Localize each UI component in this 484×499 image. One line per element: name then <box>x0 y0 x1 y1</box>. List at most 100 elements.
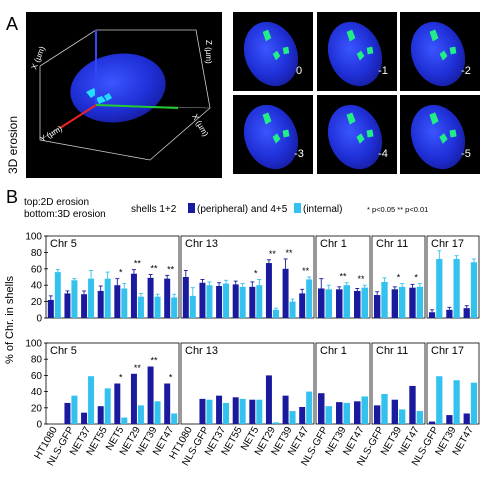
significance-marker: ** <box>151 355 159 365</box>
bar-peripheral <box>354 290 361 318</box>
bar-internal <box>306 279 313 318</box>
erosion-step-label: -5 <box>461 148 471 160</box>
bar-peripheral <box>199 282 206 318</box>
facet-frame <box>45 342 180 425</box>
bar-internal <box>171 413 178 424</box>
chromosome-foci <box>262 29 290 61</box>
bar-internal <box>289 411 296 424</box>
significance-marker: * <box>254 268 258 278</box>
bar-peripheral <box>130 373 137 424</box>
bar-peripheral <box>199 398 206 424</box>
chromosome-foci <box>429 112 457 144</box>
bar-internal <box>416 286 424 318</box>
nucleus-image <box>410 104 466 170</box>
bar-peripheral <box>299 406 306 424</box>
facet-frame <box>315 342 371 425</box>
bar-peripheral <box>232 397 239 424</box>
bar-internal <box>71 395 78 424</box>
bar-peripheral <box>446 415 453 424</box>
erosion-tile: -2 <box>400 12 480 91</box>
significance-note: * p<0.05 ** p<0.01 <box>367 205 428 214</box>
nucleus-image <box>243 21 299 87</box>
bar-peripheral <box>114 285 121 318</box>
bar-internal <box>256 285 263 318</box>
facet-title: Chr 1 <box>320 345 347 357</box>
erosion-tile: -4 <box>317 95 397 174</box>
bar-internal <box>189 295 196 318</box>
y-tick-label: 20 <box>31 403 43 414</box>
bar-peripheral <box>446 309 453 318</box>
bar-peripheral <box>216 286 223 318</box>
panel-b-label: B <box>6 187 18 207</box>
bar-peripheral <box>336 402 343 424</box>
bar-internal <box>154 401 161 424</box>
facet-chr-11: Chr 11 * * <box>371 235 426 319</box>
bar-internal <box>436 258 443 318</box>
erosion-step-label: -4 <box>378 148 388 160</box>
bar-internal <box>137 296 144 318</box>
facet-chr-13: Chr 13HT1080NLS-GFPNET37NET55NET5NET29NE… <box>168 342 315 468</box>
bar-internal <box>88 376 95 424</box>
bar-internal <box>104 388 111 424</box>
significance-marker: * <box>414 273 418 283</box>
y-tick-label: 0 <box>36 314 42 325</box>
bar-peripheral <box>232 284 239 318</box>
facet-title: Chr 11 <box>376 238 408 250</box>
bar-peripheral <box>428 312 436 318</box>
chromosome-foci <box>346 29 374 61</box>
facet-title: Chr 5 <box>50 238 77 250</box>
y-tick-label: 20 <box>31 297 43 308</box>
significance-marker: ** <box>134 363 142 373</box>
bar-peripheral <box>249 286 256 318</box>
bar-internal <box>361 287 368 318</box>
facet-title: Chr 17 <box>431 345 464 357</box>
facet-frame <box>426 235 480 319</box>
bar-internal <box>137 405 144 424</box>
erosion-tile: -5 <box>400 95 480 174</box>
bar-internal <box>381 394 388 424</box>
erosion-tile: -3 <box>233 95 313 174</box>
bar-internal <box>239 398 246 424</box>
bar-internal <box>71 280 78 318</box>
nucleus-image <box>243 104 299 170</box>
bar-internal <box>272 309 279 318</box>
panel-a-3d-box: X (µm) Y (µm) Z (µm) X (µm) <box>26 12 222 178</box>
bar-peripheral <box>47 299 54 318</box>
bar-peripheral <box>147 366 154 424</box>
chromosome-foci-3d <box>86 88 112 104</box>
note-bottom: bottom:3D erosion <box>24 209 106 220</box>
bar-peripheral <box>249 399 256 424</box>
bar-internal <box>381 281 388 318</box>
y-tick-label: 100 <box>25 232 42 243</box>
bar-peripheral <box>164 383 171 424</box>
bar-peripheral <box>373 405 381 424</box>
bar-peripheral <box>97 290 104 318</box>
bar-peripheral <box>336 289 343 318</box>
bar-peripheral <box>318 393 325 424</box>
y-tick-label: 80 <box>31 248 43 259</box>
bar-peripheral <box>409 287 416 318</box>
y-tick-label: 40 <box>31 387 43 398</box>
facet-chr-5: Chr 5*** ** ** <box>45 235 180 319</box>
facet-title: Chr 17 <box>431 238 464 250</box>
bar-peripheral <box>428 421 436 424</box>
bar-peripheral <box>97 406 104 424</box>
bar-internal <box>325 406 332 424</box>
chromosome-foci <box>346 112 374 144</box>
facet-chr-13: Chr 13*** **** <box>180 235 315 319</box>
y-tick-label: 60 <box>31 371 43 382</box>
bar-peripheral <box>318 288 325 318</box>
chromosome-foci <box>262 112 290 144</box>
erosion-step-label: -1 <box>378 65 388 77</box>
bar-internal <box>453 380 460 424</box>
bar-internal <box>470 262 478 318</box>
bar-peripheral <box>216 395 223 424</box>
y-tick-label: 80 <box>31 355 43 366</box>
erosion-tile: -1 <box>317 12 397 91</box>
facet-frame <box>315 235 371 319</box>
y-axis-line <box>59 104 97 129</box>
bar-peripheral <box>81 294 88 318</box>
bar-peripheral <box>114 383 121 424</box>
